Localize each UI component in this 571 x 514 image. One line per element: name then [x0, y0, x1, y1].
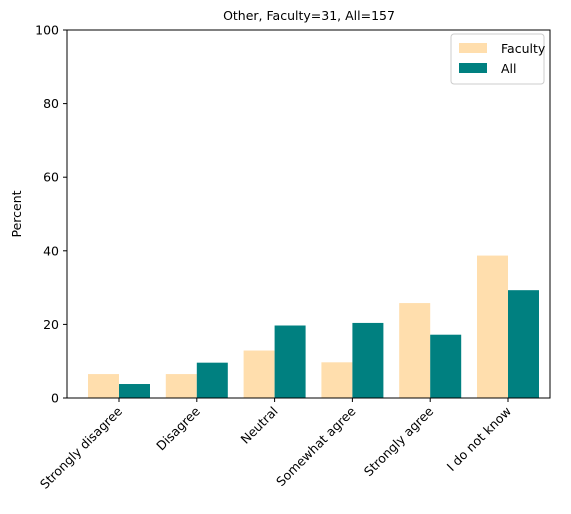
plot-frame	[66, 29, 551, 399]
legend-label-all: All	[501, 61, 517, 76]
bar-faculty-3	[321, 362, 353, 398]
bar-all-3	[352, 322, 384, 398]
x-tick-label: Neutral	[237, 404, 280, 447]
y-tick-label: 60	[43, 170, 59, 185]
x-tick-label: Strongly disagree	[37, 403, 125, 491]
y-axis-label: Percent	[9, 190, 24, 237]
bar-faculty-1	[165, 374, 197, 398]
legend: Faculty All	[450, 33, 546, 85]
axes-group: 0 20 40 60 80 100 Strongly disagree Disagree Neu…	[35, 23, 551, 492]
bars-group	[88, 255, 539, 398]
bar-faculty-2	[243, 350, 275, 398]
x-tick-label: Somewhat agree	[273, 403, 359, 489]
legend-swatch-faculty	[459, 43, 487, 53]
bar-all-1	[196, 362, 228, 398]
chart-title: Other, Faculty=31, All=157	[223, 8, 395, 23]
y-tick-label: 20	[43, 317, 59, 332]
legend-label-faculty: Faculty	[501, 41, 546, 56]
bar-faculty-4	[399, 303, 431, 398]
x-tick-label: Disagree	[153, 403, 203, 453]
y-tick-label: 80	[43, 96, 59, 111]
y-tick-label: 0	[51, 391, 59, 406]
bar-all-4	[430, 334, 462, 398]
bar-faculty-5	[477, 255, 508, 398]
y-tick-label: 40	[43, 243, 59, 258]
y-tick-label: 100	[35, 23, 59, 38]
bar-all-2	[274, 325, 306, 398]
bar-faculty-0	[88, 374, 119, 398]
bar-all-5	[508, 290, 539, 398]
x-tick-label: I do not know	[444, 404, 515, 475]
legend-swatch-all	[459, 63, 487, 73]
x-tick-label: Strongly agree	[361, 403, 437, 479]
bar-all-0	[119, 384, 150, 398]
